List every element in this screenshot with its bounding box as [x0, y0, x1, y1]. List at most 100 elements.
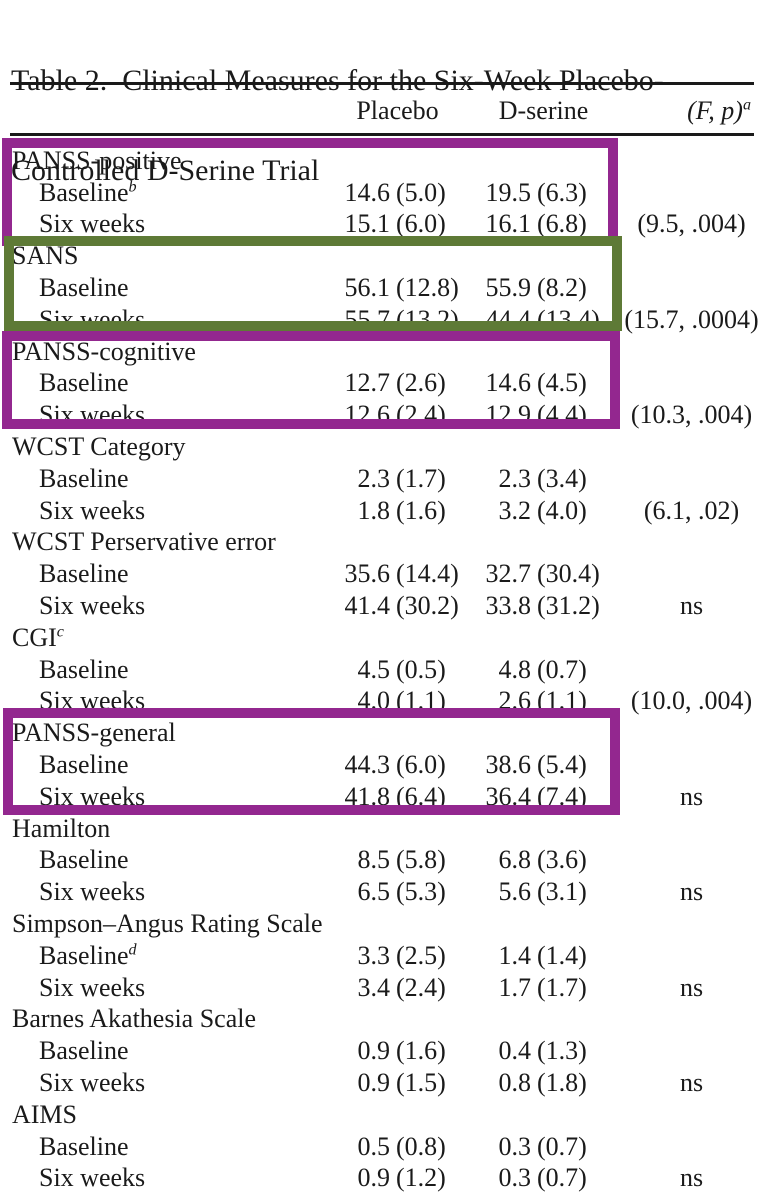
row-label: Six weeks: [0, 211, 330, 237]
table-row: PANSS-cognitive: [0, 336, 761, 368]
table-row: Baseline 0.5 (0.8) 0.3 (0.7): [0, 1131, 761, 1163]
dserine-sd: (6.3): [537, 177, 587, 207]
row-label: Barnes Akathesia Scale: [0, 1006, 330, 1032]
placebo-sd: (14.4): [396, 559, 459, 589]
dserine-sd: (5.4): [537, 750, 587, 780]
placebo-sd: (6.4): [396, 781, 446, 811]
placebo-sd: (6.0): [396, 209, 446, 239]
row-label: SANS: [0, 243, 330, 269]
fp-header-label: (F, p): [687, 96, 743, 125]
dserine-sd: (0.7): [537, 1163, 587, 1193]
placebo-sd: (0.8): [396, 1131, 446, 1161]
table-body: PANSS-positive Baselineb 14.6 (5.0) 19.5(…: [0, 145, 761, 1194]
table-row: Baseline 44.3 (6.0) 38.6 (5.4): [0, 749, 761, 781]
row-label-text: Six weeks: [39, 1068, 146, 1097]
dserine-sd: (4.5): [537, 368, 587, 398]
row-label: Baseline: [0, 847, 330, 873]
placebo-sd: (5.0): [396, 177, 446, 207]
placebo-mean: 8.5: [357, 845, 391, 875]
placebo-value: 2.3 (1.7): [330, 463, 465, 493]
highlight-box-panss-general: [3, 708, 620, 815]
dserine-mean: 0.3: [498, 1131, 532, 1161]
placebo-mean: 1.8: [357, 495, 391, 525]
placebo-sd: (2.6): [396, 368, 446, 398]
fp-value: (6.1, .02): [643, 495, 740, 525]
placebo-value: 14.6 (5.0): [330, 177, 465, 207]
placebo-value: 12.7 (2.6): [330, 370, 465, 396]
row-label: Six weeks: [0, 1165, 330, 1191]
table-row: Barnes Akathesia Scale: [0, 1004, 761, 1036]
placebo-sd: (5.3): [396, 877, 446, 907]
dserine-sd: (3.1): [537, 877, 587, 907]
placebo-mean: 0.9: [357, 1068, 391, 1097]
table-row: WCST Perservative error: [0, 527, 761, 559]
row-label-text: PANSS-cognitive: [12, 336, 196, 366]
row-label-text: Baseline: [39, 845, 129, 875]
row-label-text: Six weeks: [39, 209, 146, 239]
placebo-value: 0.9 (1.2): [330, 1165, 465, 1191]
placebo-value: 0.9 (1.5): [330, 1070, 465, 1096]
placebo-value: 0.5 (0.8): [330, 1131, 465, 1161]
dserine-mean: 33.8: [485, 591, 532, 621]
placebo-value: 56.1 (12.8): [330, 275, 465, 301]
dserine-value: 0.3 (0.7): [465, 1131, 622, 1161]
row-label-text: Baseline: [39, 940, 129, 970]
placebo-mean: 14.6: [344, 177, 391, 207]
dserine-mean: 2.3: [498, 463, 532, 493]
placebo-mean: 0.5: [357, 1131, 391, 1161]
row-label-text: WCST Perservative error: [12, 527, 276, 557]
dserine-mean: 0.4: [498, 1036, 532, 1066]
table-row: Baseline 35.6 (14.4) 32.7 (30.4): [0, 558, 761, 590]
dserine-sd: (0.7): [537, 654, 587, 684]
row-footnote-marker: d: [128, 941, 137, 959]
dserine-value: 0.8 (1.8): [465, 1070, 622, 1096]
dserine-mean: 38.6: [485, 750, 532, 780]
row-label-text: Baseline: [39, 273, 129, 303]
placebo-value: 6.5 (5.3): [330, 879, 465, 905]
placebo-sd: (5.8): [396, 845, 446, 875]
dserine-sd: (1.4): [537, 940, 587, 970]
dserine-sd: (6.8): [537, 209, 587, 239]
table-row: PANSS-positive: [0, 145, 761, 177]
table-title: Table 2. Clinical Measures for the Six-W…: [11, 6, 756, 246]
placebo-mean: 0.9: [357, 1036, 391, 1066]
placebo-sd: (12.8): [396, 273, 459, 303]
row-label-text: Simpson–Angus Rating Scale: [12, 909, 323, 939]
placebo-sd: (1.2): [396, 1163, 446, 1193]
dserine-value: 2.3 (3.4): [465, 463, 622, 493]
row-label: Six weeks: [0, 783, 330, 810]
dserine-mean: 3.2: [498, 495, 532, 525]
placebo-mean: 3.3: [357, 940, 391, 970]
row-label-text: SANS: [12, 241, 79, 271]
dserine-value: 55.9 (8.2): [465, 275, 622, 301]
dserine-value: 6.8 (3.6): [465, 847, 622, 873]
row-label: Six weeks: [0, 879, 330, 905]
row-label: Baseline: [0, 561, 330, 587]
placebo-value: 8.5 (5.8): [330, 847, 465, 873]
table-row: Six weeks 41.8 (6.4) 36.4 (7.4) ns: [0, 781, 761, 813]
highlight-box-panss-positive: [2, 138, 618, 246]
placebo-mean: 44.3: [344, 750, 391, 780]
placebo-column-header: Placebo: [356, 96, 439, 125]
placebo-mean: 12.7: [344, 368, 391, 398]
row-footnote-marker: b: [128, 178, 137, 196]
row-label: Six weeks: [0, 497, 330, 524]
fp-value: (15.7, .0004): [624, 304, 759, 334]
row-label: Baselined: [0, 940, 330, 970]
top-rule: [10, 82, 754, 85]
fp-column-header: (F, p)a: [622, 96, 761, 125]
row-label: Baseline: [0, 465, 330, 492]
placebo-mean: 2.3: [357, 463, 391, 493]
table-row: Baselined 3.3 (2.5) 1.4 (1.4): [0, 940, 761, 972]
row-label-text: Barnes Akathesia Scale: [12, 1004, 257, 1034]
row-label-text: PANSS-positive: [12, 145, 182, 175]
row-label-text: Baseline: [39, 654, 129, 684]
placebo-value: 4.5 (0.5): [330, 656, 465, 683]
dserine-value: 16.1 (6.8): [465, 211, 622, 237]
table-row: CGIc: [0, 622, 761, 654]
row-label-text: CGI: [12, 622, 57, 652]
dserine-mean: 32.7: [485, 559, 532, 589]
dserine-value: 4.8 (0.7): [465, 654, 622, 684]
placebo-value: 44.3 (6.0): [330, 752, 465, 778]
